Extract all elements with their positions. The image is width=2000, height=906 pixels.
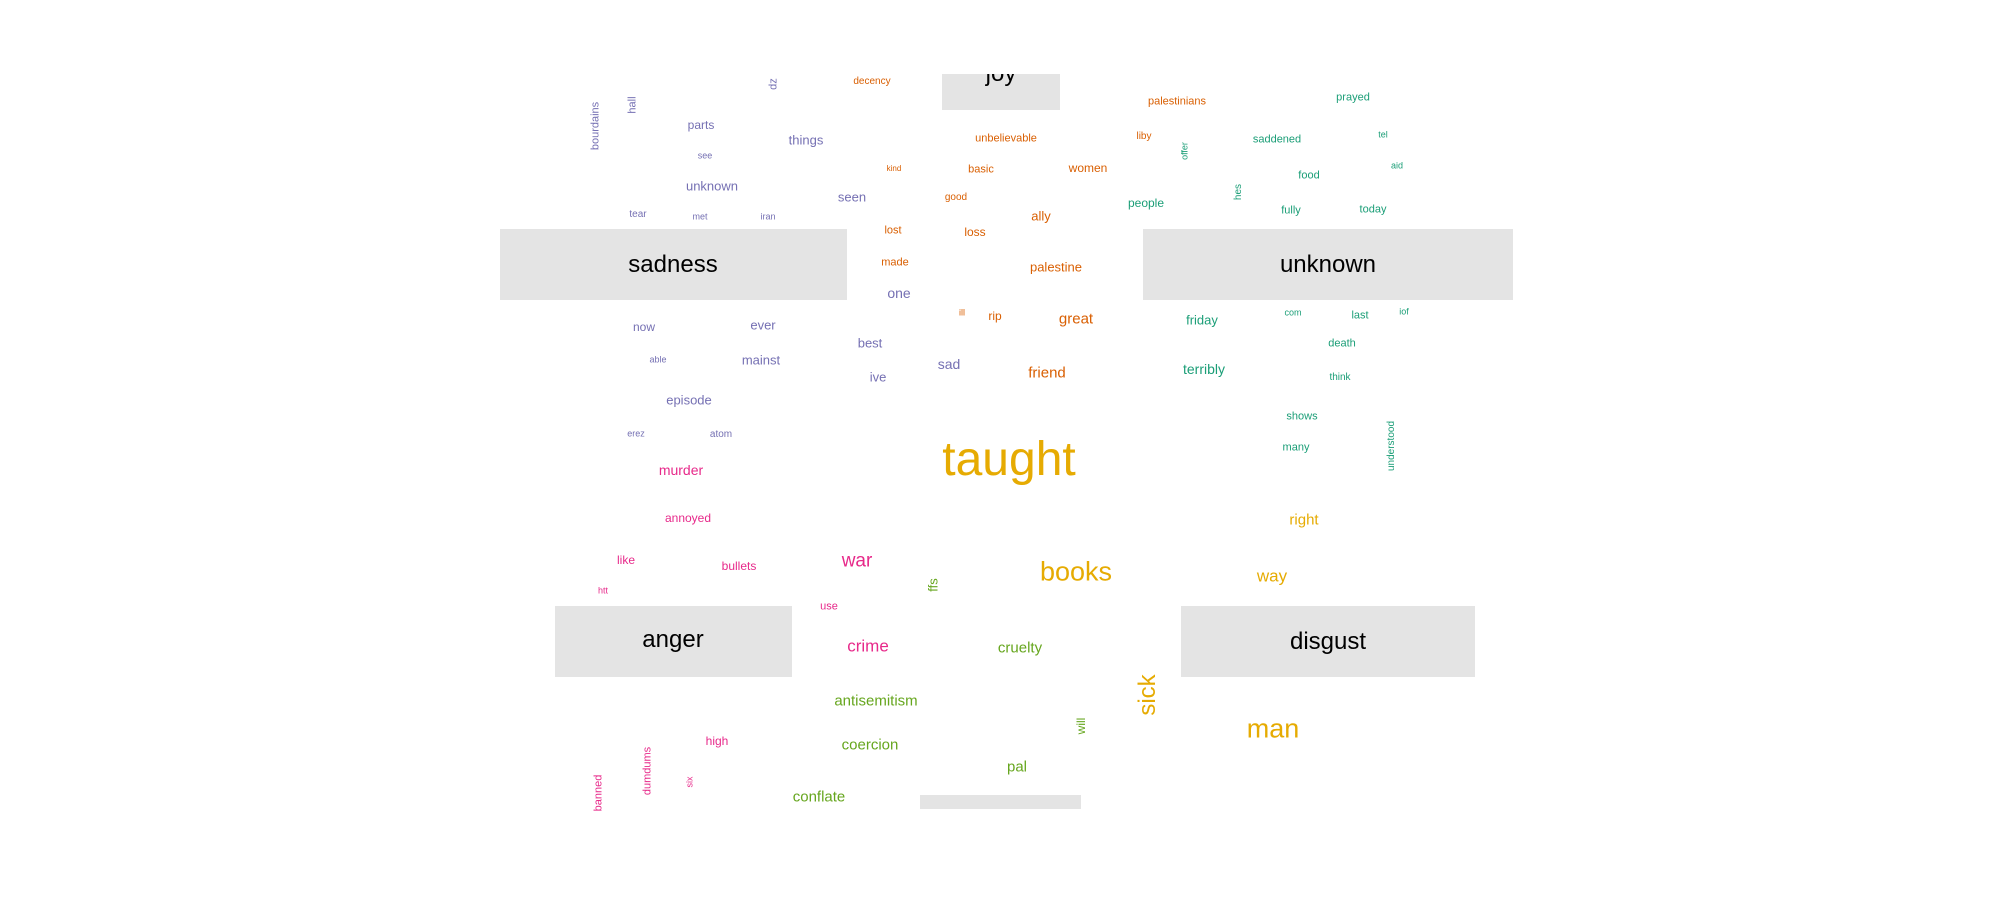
panel-joy: joy bbox=[942, 74, 1060, 110]
word-aid: aid bbox=[1390, 160, 1404, 171]
word-htt: htt bbox=[597, 585, 609, 596]
word-com: com bbox=[1284, 307, 1302, 318]
panel-label-unknown: unknown bbox=[1279, 251, 1377, 278]
panel-anger: anger bbox=[555, 606, 792, 677]
word-conflate: conflate bbox=[792, 788, 846, 806]
word-taught: taught bbox=[942, 433, 1076, 486]
word-prayed: prayed bbox=[1336, 91, 1370, 104]
word-like: like bbox=[616, 553, 636, 567]
word-understood: understood bbox=[1386, 420, 1397, 472]
word-cruelty: cruelty bbox=[997, 639, 1043, 657]
word-palestine: palestine bbox=[1029, 259, 1083, 275]
word-tear: tear bbox=[629, 209, 647, 220]
word-basic: basic bbox=[968, 163, 994, 176]
word-decency: decency bbox=[853, 76, 891, 87]
word-six: six bbox=[684, 776, 695, 788]
word-unbelievable: unbelievable bbox=[975, 132, 1037, 145]
word-see: see bbox=[697, 150, 713, 161]
word-last: last bbox=[1351, 309, 1369, 322]
word-dumdums: dumdums bbox=[641, 746, 654, 796]
word-high: high bbox=[705, 734, 729, 748]
word-good: good bbox=[944, 192, 968, 203]
word-saddened: saddened bbox=[1252, 133, 1302, 146]
word-pal: pal bbox=[1006, 758, 1028, 776]
word-right: right bbox=[1289, 511, 1319, 529]
word-death: death bbox=[1328, 337, 1356, 350]
word-war: war bbox=[841, 550, 873, 572]
word-think: think bbox=[1329, 372, 1351, 383]
panel-disgust: disgust bbox=[1181, 606, 1475, 677]
word-people: people bbox=[1127, 196, 1165, 210]
word-one: one bbox=[887, 285, 911, 301]
word-ever: ever bbox=[750, 317, 776, 333]
word-will: will bbox=[1074, 717, 1088, 735]
panel-sadness: sadness bbox=[500, 229, 847, 300]
word-lost: lost bbox=[884, 224, 902, 237]
word-food: food bbox=[1298, 169, 1320, 182]
word-able: able bbox=[649, 354, 667, 365]
word-banned: banned bbox=[592, 774, 605, 812]
word-seen: seen bbox=[837, 189, 867, 205]
word-annoyed: annoyed bbox=[664, 511, 712, 525]
word-atom: atom bbox=[709, 429, 733, 440]
word-coercion: coercion bbox=[841, 736, 899, 754]
word-now: now bbox=[632, 320, 656, 334]
word-dz: dz bbox=[767, 78, 780, 90]
panel-label-anger: anger bbox=[642, 626, 704, 653]
word-unknown: unknown bbox=[685, 178, 739, 194]
word-bourdains: bourdains bbox=[589, 101, 602, 151]
panel-label-sadness: sadness bbox=[628, 251, 718, 278]
word-things: things bbox=[788, 132, 824, 148]
word-sick: sick bbox=[1134, 674, 1161, 716]
panel-label-joy: joy bbox=[986, 74, 1017, 88]
word-way: way bbox=[1256, 566, 1288, 586]
word-tel: tel bbox=[1378, 129, 1388, 140]
panel-fear bbox=[920, 795, 1081, 809]
word-ill: ill bbox=[959, 307, 965, 318]
panel-label-disgust: disgust bbox=[1289, 628, 1367, 655]
word-loss: loss bbox=[964, 225, 986, 239]
word-iof: iof bbox=[1399, 306, 1409, 317]
word-women: women bbox=[1068, 161, 1108, 175]
word-sad: sad bbox=[937, 356, 961, 372]
panel-unknown: unknown bbox=[1143, 229, 1513, 300]
word-ffs: ffs bbox=[925, 578, 941, 592]
word-great: great bbox=[1058, 310, 1094, 328]
word-antisemitism: antisemitism bbox=[834, 692, 918, 710]
word-man: man bbox=[1246, 713, 1300, 744]
word-today: today bbox=[1359, 203, 1387, 216]
word-hall: hall bbox=[626, 96, 639, 114]
word-fully: fully bbox=[1281, 204, 1301, 217]
word-books: books bbox=[1039, 556, 1113, 587]
word-many: many bbox=[1282, 441, 1310, 454]
word-use: use bbox=[820, 600, 838, 613]
word-ally: ally bbox=[1031, 208, 1051, 224]
word-iran: iran bbox=[760, 211, 776, 222]
word-palestinians: palestinians bbox=[1147, 95, 1207, 108]
word-erez: erez bbox=[627, 428, 645, 439]
word-friday: friday bbox=[1186, 312, 1218, 328]
word-crime: crime bbox=[847, 636, 889, 656]
word-friend: friend bbox=[1028, 364, 1066, 382]
word-episode: episode bbox=[666, 392, 712, 408]
word-best: best bbox=[857, 335, 883, 351]
word-shows: shows bbox=[1286, 410, 1318, 423]
word-mainst: mainst bbox=[741, 352, 781, 368]
word-offer: offer bbox=[1179, 142, 1190, 160]
word-ive: ive bbox=[869, 369, 887, 385]
word-hes: hes bbox=[1233, 183, 1244, 201]
word-made: made bbox=[881, 256, 909, 269]
word-met: met bbox=[692, 211, 708, 222]
word-terribly: terribly bbox=[1182, 361, 1226, 377]
word-rip: rip bbox=[988, 309, 1002, 323]
word-bullets: bullets bbox=[721, 559, 757, 573]
word-liby: liby bbox=[1136, 131, 1152, 142]
word-kind: kind bbox=[886, 164, 902, 173]
word-murder: murder bbox=[658, 462, 704, 478]
word-parts: parts bbox=[687, 118, 715, 132]
